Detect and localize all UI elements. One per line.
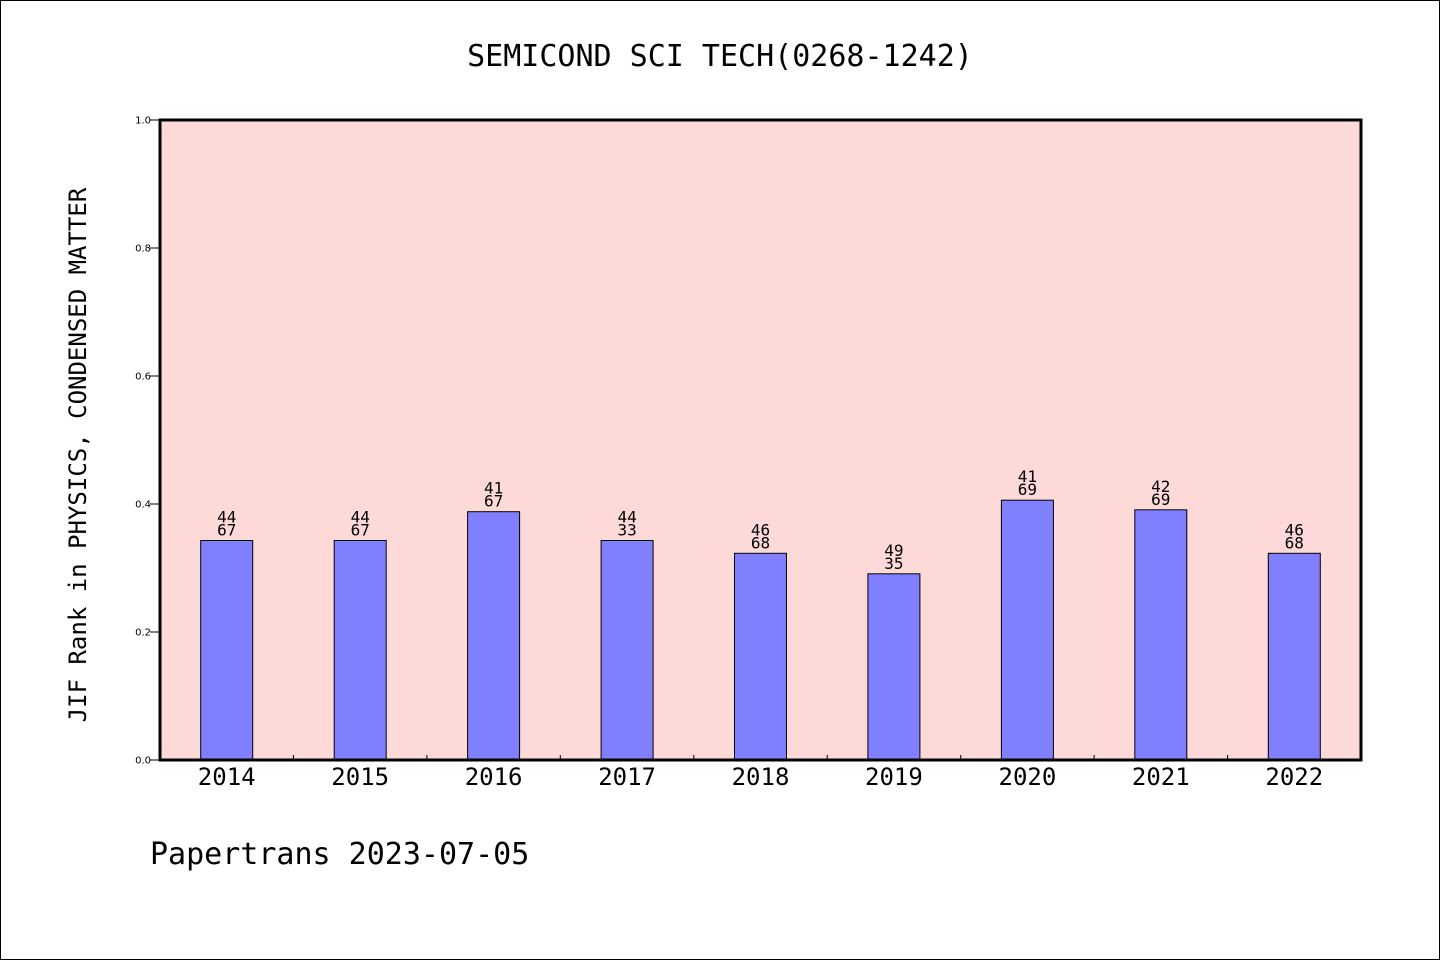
x-tick-label-2016: 2016 [465,763,523,791]
rank-label-2022-bottom: 68 [1285,533,1304,552]
bar-2017 [600,540,654,761]
rank-label-2020-top: 41 [1018,467,1037,486]
y-tick-label-0.8: 0.8 [135,244,151,255]
bar-2020 [1000,499,1054,761]
rank-label-2015-top: 44 [351,508,370,527]
y-tick-label-1.0: 1.0 [135,116,151,127]
rank-label-2019-top: 49 [884,541,903,560]
bars-layer [200,499,1321,761]
rank-label-2019-bottom: 35 [884,554,903,573]
rank-label-2022-top: 46 [1285,520,1304,539]
x-axis: 2014 2015 2016 2017 2018 2019 2020 2021 2022 [198,755,1323,791]
x-tick-label-2017: 2017 [598,763,656,791]
rank-label-2018-bottom: 68 [751,533,770,552]
x-tick-label-2015: 2015 [331,763,389,791]
x-tick-label-2021: 2021 [1132,763,1190,791]
bar-2022 [1267,552,1321,761]
x-tick-label-2019: 2019 [865,763,923,791]
bar-2014 [200,540,254,761]
footer-text: Papertrans 2023-07-05 [150,837,529,872]
x-tick-label-2020: 2020 [999,763,1057,791]
plot-border [158,118,1363,762]
bar-2021 [1134,509,1188,761]
bar-2015 [333,540,387,761]
rank-label-2016-bottom: 67 [484,492,503,511]
rank-label-2020-bottom: 69 [1018,480,1037,499]
x-tick-label-2022: 2022 [1265,763,1323,791]
chart-title: SEMICOND SCI TECH(0268-1242) [467,39,973,74]
rank-label-2017-bottom: 33 [617,521,636,540]
bar-2018 [734,552,787,761]
rank-label-2016-top: 41 [484,479,503,498]
rank-label-2015-bottom: 67 [351,521,370,540]
rank-label-2018-top: 46 [751,520,770,539]
y-axis: 0.0 0.2 0.4 0.6 0.8 1.0 [135,116,160,767]
rank-label-2017-top: 44 [617,508,636,527]
y-axis-label: JIF Rank in PHYSICS, CONDENSED MATTER [64,187,92,722]
rank-label-2021-top: 42 [1151,477,1170,496]
rank-label-2014-top: 44 [217,508,236,527]
rank-label-2021-bottom: 69 [1151,490,1170,509]
x-tick-label-2018: 2018 [732,763,790,791]
rank-label-2014-bottom: 67 [217,521,236,540]
y-tick-label-0.0: 0.0 [135,756,151,767]
bar-2016 [467,511,521,761]
x-tick-label-2014: 2014 [198,763,256,791]
y-tick-label-0.6: 0.6 [135,372,151,383]
bar-2019 [867,573,921,761]
y-tick-label-0.4: 0.4 [135,500,151,511]
y-tick-label-0.2: 0.2 [135,628,151,639]
